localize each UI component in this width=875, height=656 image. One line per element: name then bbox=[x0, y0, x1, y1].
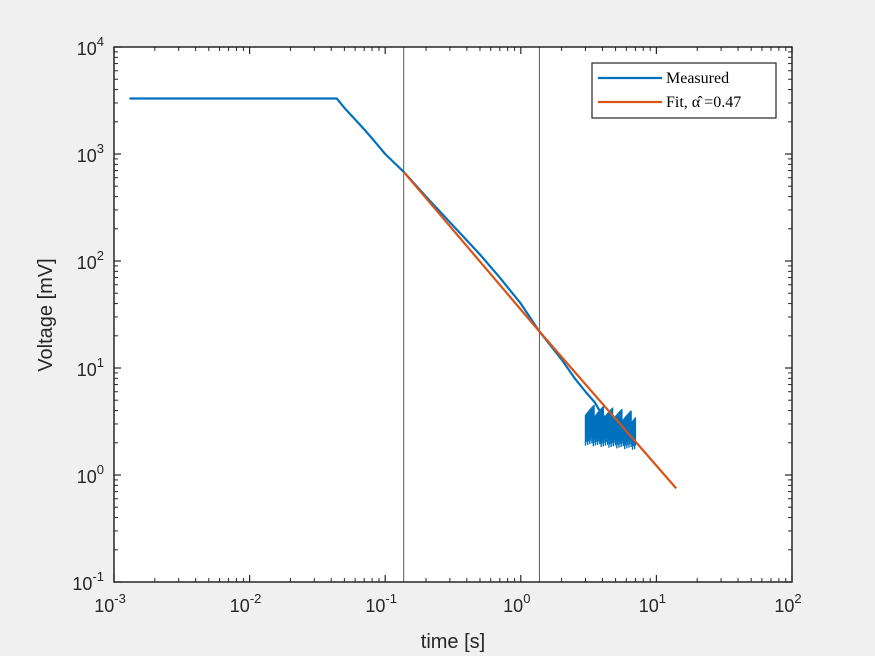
y-tick-label: 104 bbox=[77, 34, 104, 59]
y-tick-label: 101 bbox=[77, 355, 104, 380]
x-tick-label: 10-3 bbox=[94, 591, 126, 616]
y-axis-label: Voltage [mV] bbox=[35, 258, 57, 371]
x-tick-label: 102 bbox=[774, 591, 801, 616]
x-axis: 10-3 10-2 10-1 100 101 102 bbox=[94, 47, 802, 616]
vertical-marker-lines bbox=[403, 47, 540, 582]
y-axis: 10-1 100 101 102 103 104 bbox=[72, 34, 792, 594]
legend-label: Fit, α̂ =0.47 bbox=[666, 94, 741, 111]
y-tick-label: 102 bbox=[77, 248, 104, 273]
x-tick-label: 10-1 bbox=[365, 591, 397, 616]
legend-box bbox=[591, 62, 777, 119]
y-tick-label: 103 bbox=[77, 141, 104, 166]
x-tick-label: 10-2 bbox=[230, 591, 262, 616]
series-layer bbox=[129, 97, 678, 490]
plot-area bbox=[114, 47, 792, 582]
x-tick-label: 100 bbox=[503, 591, 530, 616]
x-tick-label: 101 bbox=[639, 591, 666, 616]
legend-label: Measured bbox=[666, 70, 729, 87]
series-line-fit bbox=[402, 171, 678, 490]
y-tick-label: 100 bbox=[77, 462, 104, 487]
legend: Measured Fit, α̂ =0.47 bbox=[591, 62, 777, 119]
y-tick-label: 10-1 bbox=[72, 569, 104, 594]
x-axis-label: time [s] bbox=[421, 631, 485, 653]
plot-frame bbox=[113, 46, 793, 583]
